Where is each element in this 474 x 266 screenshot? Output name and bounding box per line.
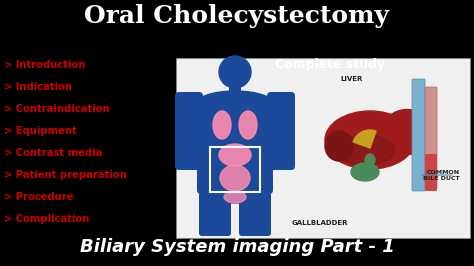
- FancyBboxPatch shape: [425, 154, 437, 191]
- Ellipse shape: [224, 191, 246, 203]
- Text: > Procedure: > Procedure: [4, 192, 73, 202]
- Text: > Contrast media: > Contrast media: [4, 148, 102, 158]
- FancyBboxPatch shape: [412, 79, 425, 191]
- Text: > Indication: > Indication: [4, 82, 72, 92]
- Text: > Complication: > Complication: [4, 214, 90, 224]
- Ellipse shape: [365, 154, 375, 166]
- FancyBboxPatch shape: [197, 96, 273, 194]
- FancyBboxPatch shape: [267, 92, 295, 170]
- Circle shape: [219, 56, 251, 88]
- FancyBboxPatch shape: [425, 87, 437, 189]
- FancyBboxPatch shape: [199, 192, 231, 236]
- Ellipse shape: [325, 111, 415, 169]
- Ellipse shape: [335, 135, 395, 165]
- Text: LIVER: LIVER: [340, 76, 363, 82]
- Text: > Patient preparation: > Patient preparation: [4, 170, 127, 180]
- Text: > Introduction: > Introduction: [4, 60, 85, 70]
- Text: Biliary System imaging Part - 1: Biliary System imaging Part - 1: [80, 238, 394, 256]
- Ellipse shape: [213, 111, 231, 139]
- Text: > Equipment: > Equipment: [4, 126, 77, 136]
- Ellipse shape: [195, 91, 275, 119]
- Text: COMMON
BILE DUCT: COMMON BILE DUCT: [423, 170, 460, 181]
- Wedge shape: [353, 130, 376, 148]
- Ellipse shape: [239, 111, 257, 139]
- Ellipse shape: [219, 144, 251, 166]
- Ellipse shape: [220, 165, 250, 191]
- Text: > Contraindication: > Contraindication: [4, 104, 109, 114]
- FancyBboxPatch shape: [229, 85, 241, 95]
- FancyBboxPatch shape: [176, 58, 470, 238]
- Ellipse shape: [203, 181, 267, 203]
- Text: Complete study: Complete study: [275, 58, 385, 71]
- FancyBboxPatch shape: [175, 92, 203, 170]
- Text: GALLBLADDER: GALLBLADDER: [292, 220, 348, 226]
- Ellipse shape: [382, 110, 432, 155]
- Text: Oral Cholecystectomy: Oral Cholecystectomy: [84, 4, 390, 28]
- Ellipse shape: [351, 163, 379, 181]
- Ellipse shape: [325, 131, 353, 161]
- FancyBboxPatch shape: [239, 192, 271, 236]
